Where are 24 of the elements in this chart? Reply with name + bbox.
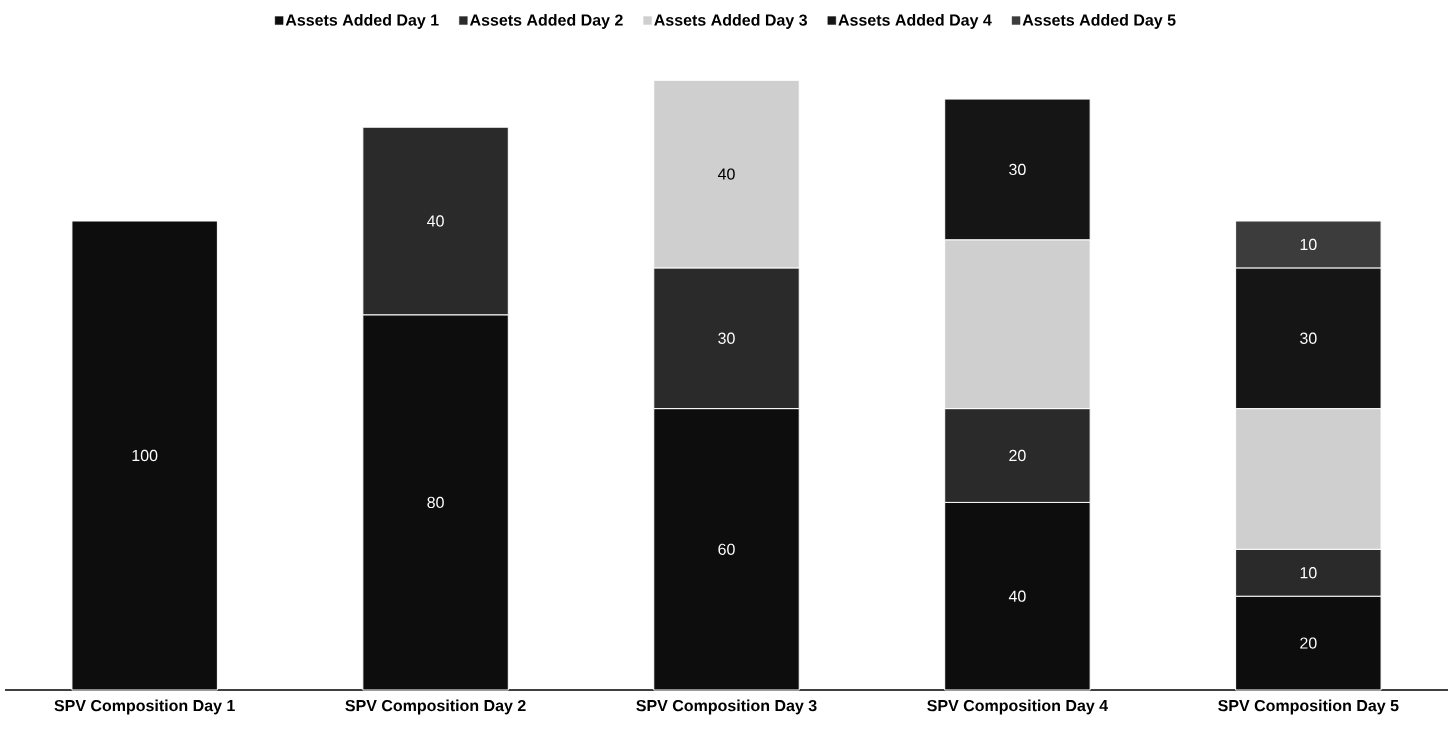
data-label: 20 [1009,449,1026,462]
data-label: 20 [1300,637,1317,649]
data-label: 80 [427,496,444,509]
data-label: 60 [718,543,735,555]
bar [71,220,218,691]
x-tick-label: SPV Composition Day 5 [1218,699,1399,715]
legend-label: Assets Added Day 4 [838,14,992,29]
data-label: 40 [427,215,444,227]
legend-label: Assets Added Day 1 [285,14,439,29]
data-label: 30 [1300,332,1317,344]
legend-label: Assets Added Day 2 [469,14,623,29]
legend-label: Assets Added Day 5 [1022,14,1176,29]
legend-label: Assets Added Day 3 [654,14,807,29]
x-tick-label: SPV Composition Day 2 [345,699,526,715]
data-label: 100 [132,449,158,462]
data-label: 30 [718,332,735,344]
data-label: 10 [1300,238,1317,251]
data-label: 40 [717,168,735,180]
x-tick-label: SPV Composition Day 3 [636,699,817,715]
x-tick-label: SPV Composition Day 4 [927,699,1109,715]
x-tick-label: SPV Composition Day 1 [54,699,235,715]
data-label: 10 [1300,567,1317,579]
data-label: 40 [1008,590,1026,602]
data-label: 30 [1009,163,1026,176]
